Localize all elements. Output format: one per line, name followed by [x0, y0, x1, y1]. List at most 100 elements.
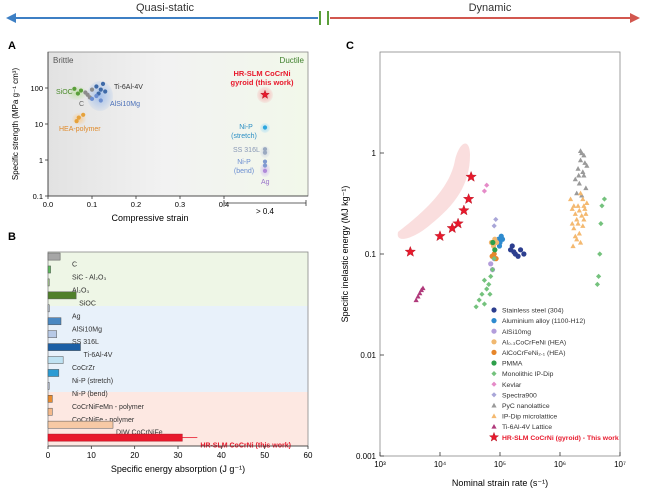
point-pyc-nanolattice — [581, 152, 587, 158]
point-monolithic-ip-dip — [489, 267, 496, 273]
label-this-work-l1: HR-SLM CoCrNi — [233, 69, 290, 78]
point-ip-dip-microlattice — [581, 203, 587, 208]
legend-marker-ti-6al-4v-lattice — [491, 424, 497, 429]
quasi-static-arrowhead-icon — [6, 13, 16, 23]
b-x-tick-label: 0 — [46, 451, 51, 460]
legend-marker-al-cocrfeni-hea — [491, 339, 497, 345]
a-y-tick-label: 10 — [35, 120, 43, 129]
b-x-tick-label: 10 — [87, 451, 96, 460]
point-ip-dip-microlattice — [576, 207, 582, 213]
point-ss-316l — [262, 147, 268, 152]
point-c — [89, 87, 95, 92]
panel-b: B C SiC - Al₂O₃ Al₂O₃ SiOC Ag AlSi10Mg SS 316L… — [8, 231, 313, 474]
point-hea-polymer — [74, 119, 79, 124]
point-ip-dip-microlattice — [572, 211, 578, 216]
label-nip-stretch-l1: Ni-P — [239, 124, 253, 131]
point-pyc-nanolattice — [574, 190, 580, 196]
point-ip-dip-microlattice — [577, 239, 584, 245]
point-alsi10mg — [89, 96, 95, 101]
bar-cocrzr — [47, 356, 64, 364]
bar-label-cocrnife-polymer: CoCrNiFe - polymer — [72, 417, 135, 424]
bar-ag — [47, 304, 50, 313]
a-y-tick-label: 100 — [30, 84, 43, 93]
panel-a-letter: A — [8, 40, 16, 52]
point-pyc-nanolattice — [576, 172, 582, 178]
bar-alsi10mg — [47, 317, 62, 326]
point-monolithic-ip-dip — [487, 291, 493, 297]
bar-label-sioc: SiOC — [79, 300, 96, 307]
point-hr-slm-cocrni-gyroid-this-work — [462, 193, 475, 204]
point-monolithic-ip-dip-dynamic — [594, 281, 600, 288]
bar-label-ni-p-bend: Ni-P (bend) — [72, 391, 108, 398]
bar-c — [47, 252, 61, 261]
point-alsi10mg — [94, 93, 99, 99]
point-ni-p-bend — [262, 163, 268, 168]
panel-a-ylabel: Specific strength (MPa g⁻¹ cm³) — [11, 68, 20, 181]
point-pmma — [492, 247, 498, 253]
point-pyc-nanolattice — [577, 148, 584, 153]
bar-sioc — [47, 291, 77, 300]
point-ip-dip-microlattice — [575, 220, 581, 226]
label-nip-bend-l1: Ni-P — [237, 159, 251, 166]
legend-label-pyc-nanolattice: PyC nanolattice — [502, 403, 550, 410]
c-x-tick-label: 10³ — [374, 460, 386, 469]
axis-break-label: > 0.4 — [256, 207, 275, 216]
legend-label-al-cocrfeni-hea: Al₀.₃CoCrFeNi (HEA) — [502, 339, 566, 346]
point-pyc-nanolattice — [576, 180, 582, 186]
legend-label-kevlar: Kevlar — [502, 382, 522, 389]
point-hr-slm-cocrni-gyroid-this-work — [458, 204, 470, 216]
this-work-band — [397, 143, 470, 239]
point-ti-6al-4v — [103, 89, 108, 94]
b-x-tick-label: 60 — [304, 451, 313, 460]
point-ip-dip-microlattice — [570, 243, 576, 249]
point-aluminium-alloy-1100-h12 — [499, 236, 506, 242]
point-al-cocrfeni-hea — [494, 239, 500, 246]
bar-ni-p-bend — [47, 382, 50, 390]
point-ss-316l — [262, 150, 268, 155]
point-ip-dip-microlattice — [582, 206, 588, 211]
panel-b-xlabel: Specific energy absorption (J g⁻¹) — [111, 464, 245, 474]
bar-label-cocrnifemn-polymer: CoCrNiFeMn - polymer — [72, 404, 145, 411]
point-ip-dip-microlattice — [576, 230, 582, 236]
point-kevlar — [484, 182, 490, 188]
bar-label-sic-al-o: SiC - Al₂O₃ — [72, 275, 107, 282]
c-y-tick-label: 0.001 — [356, 452, 377, 461]
band-ceramic — [48, 252, 308, 306]
point-sioc — [78, 88, 84, 93]
panel-c-y-axis: 0.001 0.01 0.1 1 — [356, 149, 384, 461]
legend-marker-monolithic-ip-dip — [491, 371, 497, 377]
point-spectra900 — [493, 216, 499, 223]
point-ip-dip-microlattice — [575, 203, 581, 208]
legend-label-hr-slm-cocrni-gyroid-this-work: HR-SLM CoCrNi (gyroid) - This work — [502, 435, 619, 442]
point-kevlar — [481, 188, 488, 194]
legend-label-stainless-steel-304: Stainless steel (304) — [502, 308, 564, 315]
c-x-tick-label: 10⁷ — [614, 460, 626, 469]
legend-marker-stainless-steel-304 — [491, 307, 497, 313]
bar-ss-316l — [47, 330, 57, 338]
panel-c-points — [404, 148, 608, 310]
panel-a-xlabel: Compressive strain — [111, 213, 188, 223]
point-monolithic-ip-dip — [473, 304, 479, 310]
point-ti-6al-4v-lattice — [417, 290, 423, 296]
point-pyc-nanolattice — [581, 172, 587, 178]
legend-marker-pmma — [491, 360, 497, 366]
legend-label-ti-6al-4v-lattice: Ti-6Al-4V Lattice — [502, 424, 552, 431]
point-ti-6al-4v-lattice — [413, 297, 419, 303]
legend-marker-alcocrfeni-hea — [491, 349, 497, 355]
bar-label-ss-316l: SS 316L — [72, 339, 99, 346]
point-hr-slm-cocrni-gyroid-this-work — [465, 170, 477, 182]
panel-a-y-axis: 0.1 1 10 100 — [30, 52, 49, 201]
point-pmma — [490, 239, 496, 246]
panel-c-plot-area — [379, 51, 621, 457]
point-ti-6al-4v — [98, 87, 103, 92]
point-ip-dip-microlattice — [584, 200, 590, 206]
point-sioc — [72, 86, 77, 91]
b-x-tick-label: 50 — [260, 451, 269, 460]
b-x-tick-label: 30 — [174, 451, 183, 460]
legend-label-spectra900: Spectra900 — [502, 392, 537, 399]
panel-c-letter: C — [346, 40, 354, 52]
point-ti-6al-4v — [100, 81, 106, 86]
point-ip-dip-microlattice — [580, 223, 586, 228]
point-c — [85, 92, 90, 97]
point-hr-slm-cocrni-gyroid-this-work — [404, 245, 417, 257]
